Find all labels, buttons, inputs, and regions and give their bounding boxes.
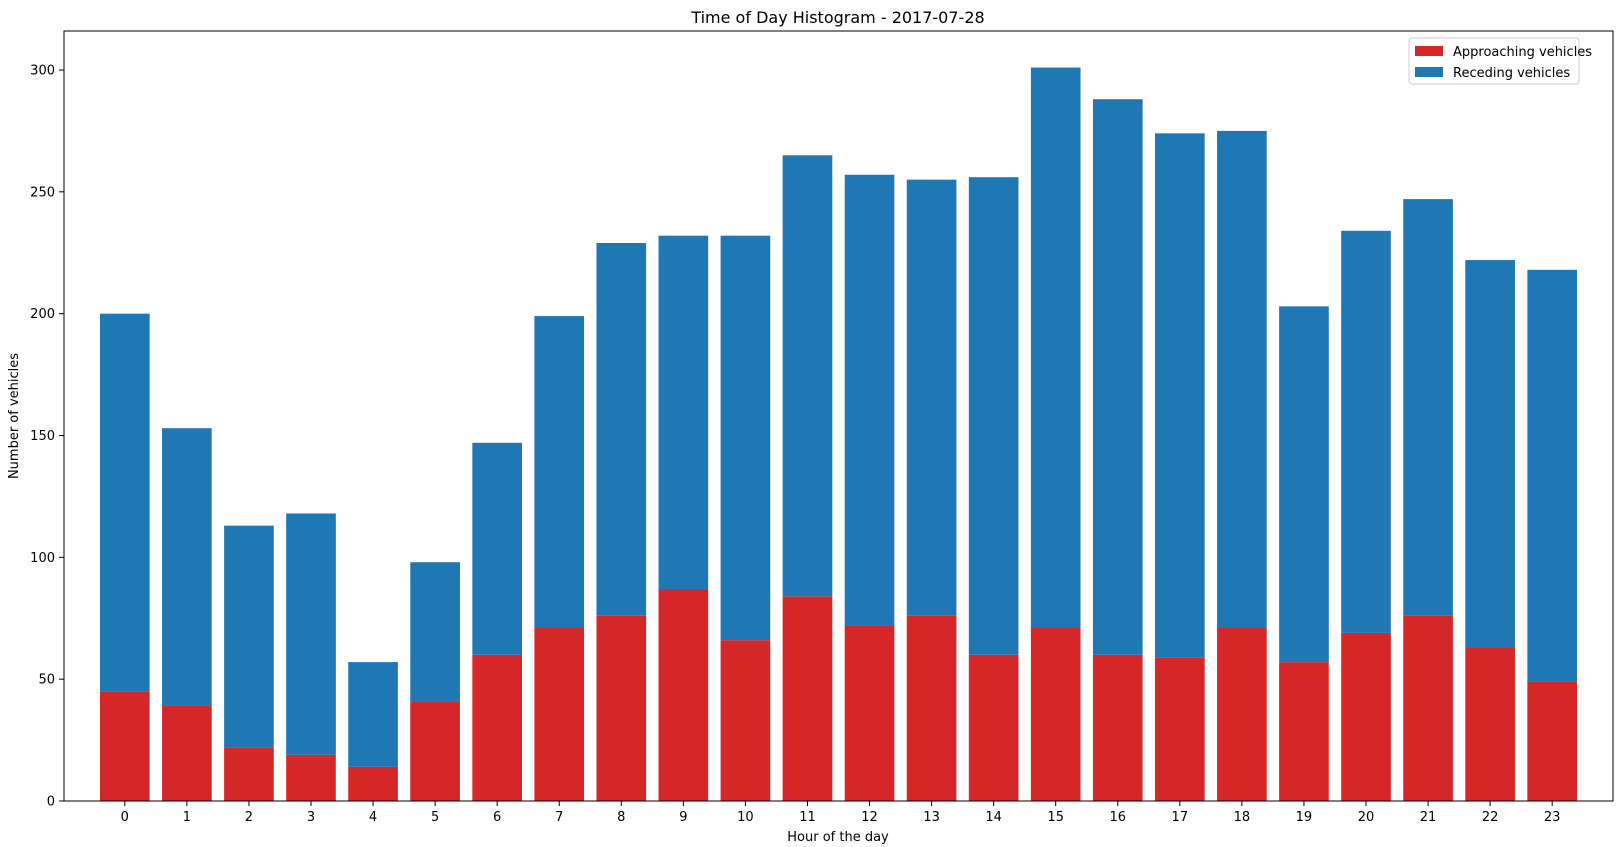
- x-tick-label: 13: [923, 810, 940, 825]
- bar-1-10: [720, 235, 771, 641]
- bar-1-17: [1155, 133, 1205, 658]
- bar-1-14: [968, 177, 1019, 655]
- x-tick-label: 6: [493, 810, 501, 825]
- x-tick-label: 17: [1172, 810, 1189, 825]
- x-tick-label: 23: [1544, 810, 1561, 825]
- bar-0-14: [968, 654, 1019, 801]
- x-tick-label: 19: [1296, 810, 1313, 825]
- bar-0-20: [1341, 632, 1391, 801]
- series-1: [99, 67, 1578, 767]
- y-tick-label: 100: [30, 551, 55, 566]
- legend-label-1: Receding vehicles: [1453, 66, 1570, 81]
- bar-1-15: [1030, 67, 1081, 628]
- x-tick-label: 18: [1234, 810, 1251, 825]
- bar-1-22: [1465, 260, 1515, 648]
- bar-1-0: [99, 313, 150, 692]
- x-tick-label: 22: [1482, 810, 1499, 825]
- x-tick-label: 4: [369, 810, 377, 825]
- x-tick-label: 8: [617, 810, 625, 825]
- y-axis-label: Number of vehicles: [7, 353, 22, 479]
- x-tick-label: 10: [737, 810, 754, 825]
- bar-1-6: [472, 442, 522, 655]
- bar-0-17: [1155, 657, 1205, 801]
- x-tick-label: 15: [1047, 810, 1064, 825]
- bar-0-3: [286, 754, 336, 801]
- bar-0-13: [906, 615, 957, 801]
- bar-0-1: [162, 705, 212, 801]
- bar-1-12: [844, 174, 895, 626]
- bar-1-19: [1279, 306, 1329, 663]
- legend-label-0: Approaching vehicles: [1453, 45, 1592, 60]
- bar-0-19: [1279, 662, 1329, 801]
- bar-1-13: [906, 179, 957, 616]
- bar-1-9: [658, 235, 709, 589]
- chart-title: Time of Day Histogram - 2017-07-28: [690, 8, 984, 27]
- y-tick-label: 50: [38, 673, 55, 688]
- legend-box: [1408, 37, 1580, 85]
- bar-1-3: [286, 513, 336, 755]
- bar-0-4: [348, 766, 398, 801]
- bar-1-7: [534, 316, 585, 628]
- bar-1-11: [782, 155, 833, 597]
- bar-0-7: [534, 627, 585, 801]
- legend-swatch-0: [1415, 46, 1443, 56]
- bar-0-11: [782, 596, 833, 801]
- plot-frame: [63, 30, 1614, 802]
- x-tick-label: 12: [861, 810, 878, 825]
- bar-0-2: [224, 747, 274, 801]
- bar-1-16: [1092, 99, 1143, 655]
- legend-swatch-1: [1415, 67, 1443, 77]
- x-tick-label: 21: [1420, 810, 1437, 825]
- plot-area: 0 1 2 3 4 5 6 7 8 9 10 11 12 13 14 15 16 17 18 19 20 21 22 2305…: [30, 30, 1614, 825]
- bar-0-23: [1527, 681, 1578, 801]
- bar-0-6: [472, 654, 522, 801]
- x-tick-label: 9: [679, 810, 687, 825]
- x-tick-label: 1: [183, 810, 191, 825]
- x-axis-label: Hour of the day: [787, 830, 889, 845]
- bar-0-0: [99, 691, 150, 801]
- bar-1-8: [596, 242, 647, 616]
- bar-0-12: [844, 625, 895, 801]
- x-tick-label: 7: [555, 810, 563, 825]
- series-0: [99, 589, 1578, 801]
- y-tick-label: 300: [30, 63, 55, 78]
- bar-0-22: [1465, 647, 1515, 801]
- x-tick-label: 5: [431, 810, 439, 825]
- bar-0-21: [1403, 615, 1453, 801]
- bar-1-21: [1403, 199, 1453, 616]
- x-tick-label: 0: [121, 810, 129, 825]
- y-tick-label: 0: [47, 795, 55, 810]
- bar-0-10: [720, 640, 771, 801]
- y-tick-label: 250: [30, 185, 55, 200]
- bar-1-18: [1217, 130, 1267, 628]
- bar-0-15: [1030, 627, 1081, 801]
- legend: Approaching vehicles Receding vehicles: [1408, 37, 1592, 85]
- x-tick-label: 16: [1109, 810, 1126, 825]
- bar-1-2: [224, 525, 274, 748]
- bar-0-8: [596, 615, 647, 801]
- bar-1-20: [1341, 230, 1391, 633]
- x-tick-label: 20: [1358, 810, 1375, 825]
- y-tick-label: 200: [30, 307, 55, 322]
- bar-0-16: [1092, 654, 1143, 801]
- x-tick-label: 11: [799, 810, 816, 825]
- bar-0-18: [1217, 627, 1267, 801]
- bar-1-4: [348, 662, 398, 767]
- bar-0-5: [410, 701, 460, 801]
- x-tick-label: 2: [245, 810, 253, 825]
- x-tick-label: 3: [307, 810, 315, 825]
- bar-0-9: [658, 589, 709, 801]
- y-tick-label: 150: [30, 429, 55, 444]
- bar-1-1: [162, 428, 212, 706]
- bar-1-23: [1527, 269, 1578, 682]
- x-tick-label: 14: [985, 810, 1002, 825]
- bar-1-5: [410, 562, 460, 702]
